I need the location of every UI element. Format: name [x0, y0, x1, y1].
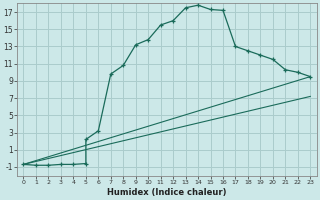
X-axis label: Humidex (Indice chaleur): Humidex (Indice chaleur): [107, 188, 227, 197]
